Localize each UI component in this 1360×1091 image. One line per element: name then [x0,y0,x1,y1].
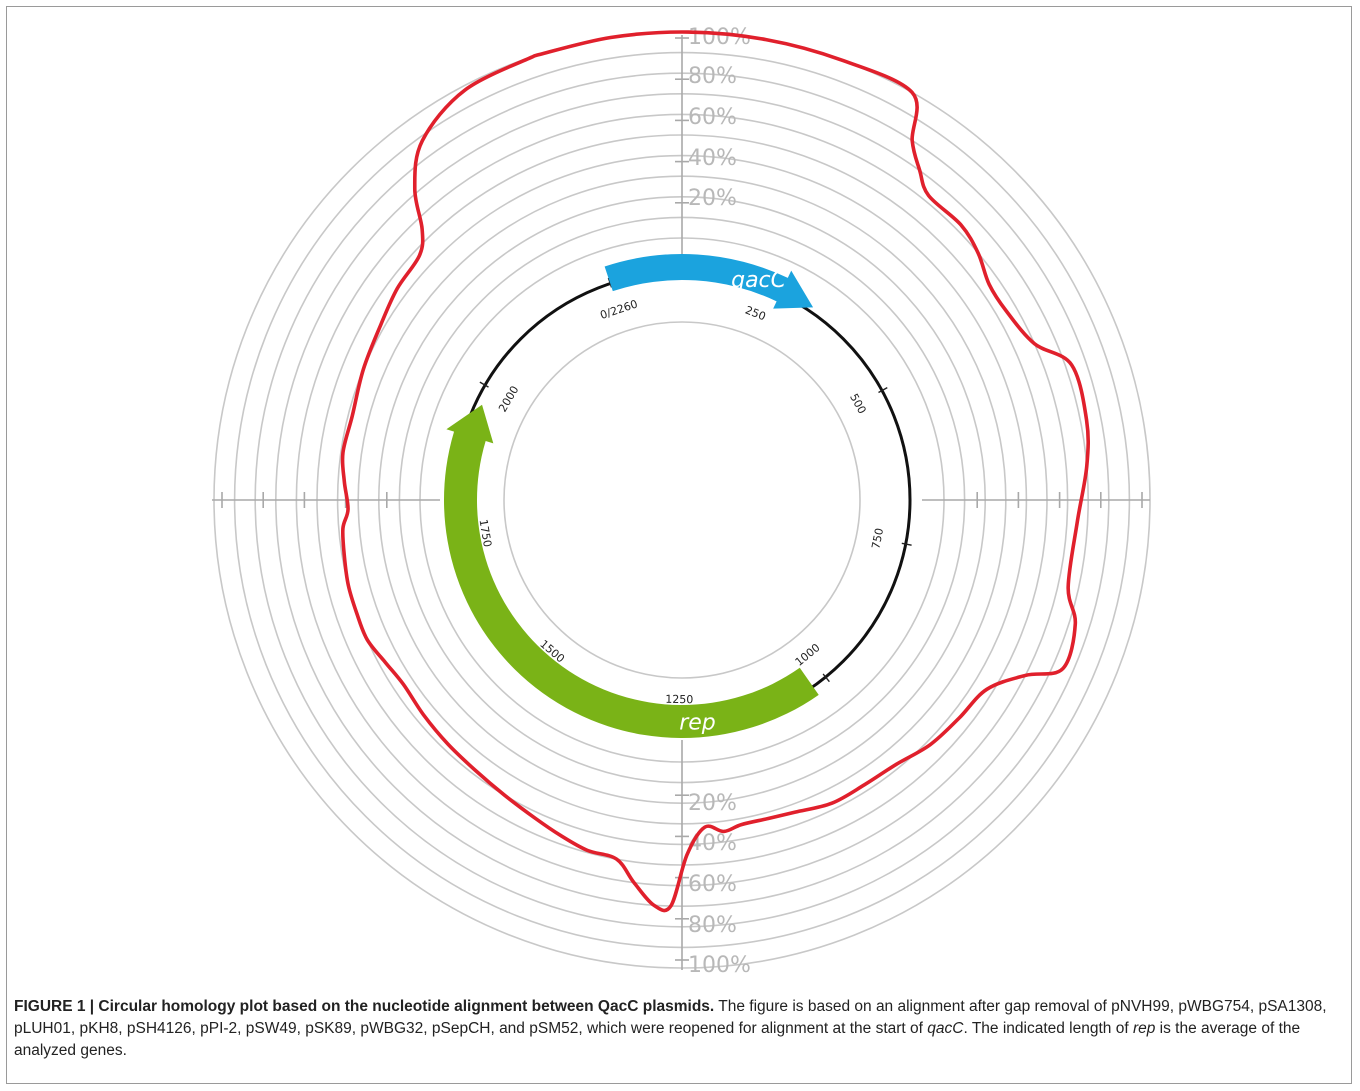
caption-body-3: is the average of the analyzed genes. [14,1020,1301,1059]
position-tick [479,381,489,388]
gene-arrow-qacC [604,254,814,309]
caption-head: FIGURE 1 | Circular homology plot based … [14,998,715,1015]
pct-label-top-20: 20% [688,186,737,211]
caption-body-2: . The indicated length of [963,1020,1133,1037]
caption-gene-qacC: qacC [927,1020,964,1037]
inner-circle [503,321,861,679]
position-tick-label: 0/2260 [599,297,640,322]
circular-homology-plot: 20% 40% 60% 80% 100% 20% 40% 60% 80% 100… [212,25,1151,978]
caption-body-1: The figure is based on an alignment afte… [14,998,1327,1037]
position-tick [822,673,830,683]
position-tick-label: 1250 [665,693,693,706]
pct-label-bottom-60: 60% [688,872,737,897]
figure-caption: FIGURE 1 | Circular homology plot based … [14,996,1344,1062]
position-tick-label: 250 [743,304,767,324]
pct-label-top-40: 40% [688,146,737,171]
position-tick-label: 750 [869,527,886,550]
position-tick-label: 1000 [793,641,823,669]
identity-axis-ticks [221,37,1143,961]
inner-reference-circle [503,321,861,679]
pct-label-bottom-20: 20% [688,791,737,816]
gene-label-rep: rep [679,710,716,735]
identity-axes [212,35,1150,970]
gene-label-qacC: qacC [731,268,787,293]
pct-label-bottom-40: 40% [688,831,737,856]
pct-label-bottom-100: 100% [688,953,751,978]
position-tick-label: 2000 [496,384,521,415]
gene-arrows: qacC rep [443,254,819,739]
caption-gene-rep: rep [1132,1020,1156,1037]
gene-arrow-rep [443,404,819,739]
position-tick [878,387,888,394]
position-tick [901,542,912,546]
pct-label-top-60: 60% [688,105,737,130]
pct-label-top-100: 100% [688,25,751,50]
identity-curve [340,30,1091,913]
pct-label-top-80: 80% [688,64,737,89]
position-tick-label: 500 [847,391,868,416]
pct-label-bottom-80: 80% [688,913,737,938]
grid-ring [419,237,945,763]
